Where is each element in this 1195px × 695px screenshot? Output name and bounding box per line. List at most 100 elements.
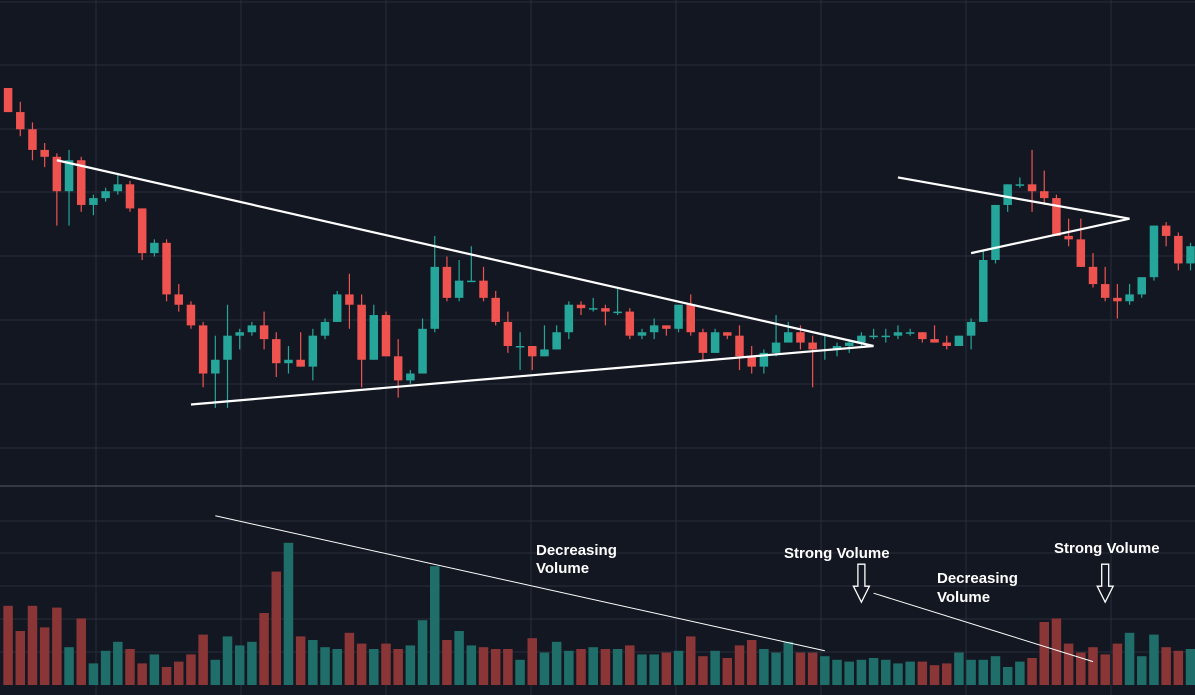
volume-bar [893, 663, 903, 685]
volume-bar [685, 636, 696, 685]
candle-body [576, 304, 586, 309]
volume-bar [393, 649, 403, 685]
candle-body [503, 321, 513, 346]
candle-body [1161, 225, 1171, 236]
candle-body [613, 311, 622, 314]
volume-bar [161, 667, 172, 685]
candle-body [467, 280, 476, 283]
volume-bar [759, 649, 769, 685]
volume-bar [174, 661, 184, 685]
volume-bar [1100, 654, 1110, 685]
volume-bars [3, 542, 1195, 685]
candle-body [637, 332, 647, 336]
volume-bar [320, 647, 330, 685]
candle-body [588, 308, 598, 310]
candle-body [308, 335, 318, 367]
candle-body [101, 191, 110, 199]
candle-body [759, 352, 769, 367]
volume-bar [612, 649, 623, 685]
candle-body [515, 346, 525, 348]
volume-bar [637, 654, 647, 685]
volume-bar [210, 659, 221, 685]
volume-bar [429, 566, 440, 685]
candle-body [125, 184, 135, 209]
candle-body [540, 349, 549, 357]
candle-body [430, 266, 439, 329]
candle-body [832, 346, 842, 350]
candle-body [1088, 266, 1098, 285]
candle-body [89, 198, 98, 205]
candle-body [723, 332, 732, 336]
volume-bar [442, 640, 452, 685]
down-arrow-icon [852, 563, 871, 604]
candle-body [601, 308, 610, 312]
candle-body [881, 335, 891, 338]
candle-body [369, 315, 379, 360]
candle-body [735, 335, 744, 357]
candle-body [954, 335, 964, 346]
candle-body [1174, 235, 1183, 264]
candle-body [808, 342, 817, 350]
candle-body [296, 359, 305, 367]
candle-body [3, 88, 13, 113]
candle-body [1125, 294, 1134, 302]
volume-bar [941, 663, 952, 685]
volume-note-3-line2: Volume [937, 589, 990, 606]
candle-body [64, 160, 74, 192]
volume-bar [405, 645, 416, 685]
candle-body [674, 304, 683, 329]
volume-bar [417, 620, 428, 685]
volume-bar [15, 631, 26, 685]
candle-body [1186, 246, 1195, 264]
candle-body [162, 242, 171, 295]
candle-body [454, 280, 464, 298]
candle-body [1052, 198, 1061, 236]
candle-body [223, 335, 232, 360]
volume-bar [39, 627, 50, 685]
volume-bar [929, 665, 940, 685]
volume-bar [1002, 667, 1013, 685]
volume-bar [649, 654, 659, 685]
volume-bar [844, 661, 854, 685]
volume-bar [222, 636, 233, 685]
volume-bar [795, 652, 806, 685]
volume-bar [466, 645, 477, 685]
volume-bar [454, 631, 464, 685]
candle-body [28, 129, 37, 150]
candle-body [784, 332, 793, 343]
price-trendline [190, 344, 874, 406]
candle-body [259, 325, 269, 340]
volume-bar [1137, 656, 1147, 685]
candle-body [235, 332, 244, 336]
candle-body [1027, 184, 1037, 192]
candle-body [1015, 184, 1025, 186]
volume-bar [807, 652, 818, 685]
candle-body [662, 325, 671, 329]
candle-body [332, 294, 342, 322]
candle-body [857, 335, 866, 343]
candle-body [406, 373, 415, 381]
candle-body [198, 325, 208, 374]
candle-body [528, 346, 537, 357]
candle-body [381, 315, 391, 357]
volume-bar [503, 649, 513, 685]
volume-bar [490, 649, 501, 685]
down-arrow-icon [1096, 563, 1115, 604]
volume-bar [1112, 643, 1123, 685]
volume-bar [1088, 647, 1098, 685]
volume-bar [137, 663, 147, 685]
candle-body [796, 332, 805, 343]
price-trendline [56, 159, 874, 348]
candle-body [893, 332, 903, 336]
volume-bar [832, 659, 842, 685]
volume-bar [100, 650, 111, 685]
price-trendline [970, 217, 1130, 255]
price-trendline [897, 176, 1130, 220]
volume-bar [966, 659, 976, 685]
volume-bar [149, 654, 160, 685]
candles [3, 88, 1195, 408]
candle-body [16, 112, 25, 130]
candle-body [357, 304, 366, 360]
volume-bar [588, 647, 598, 685]
